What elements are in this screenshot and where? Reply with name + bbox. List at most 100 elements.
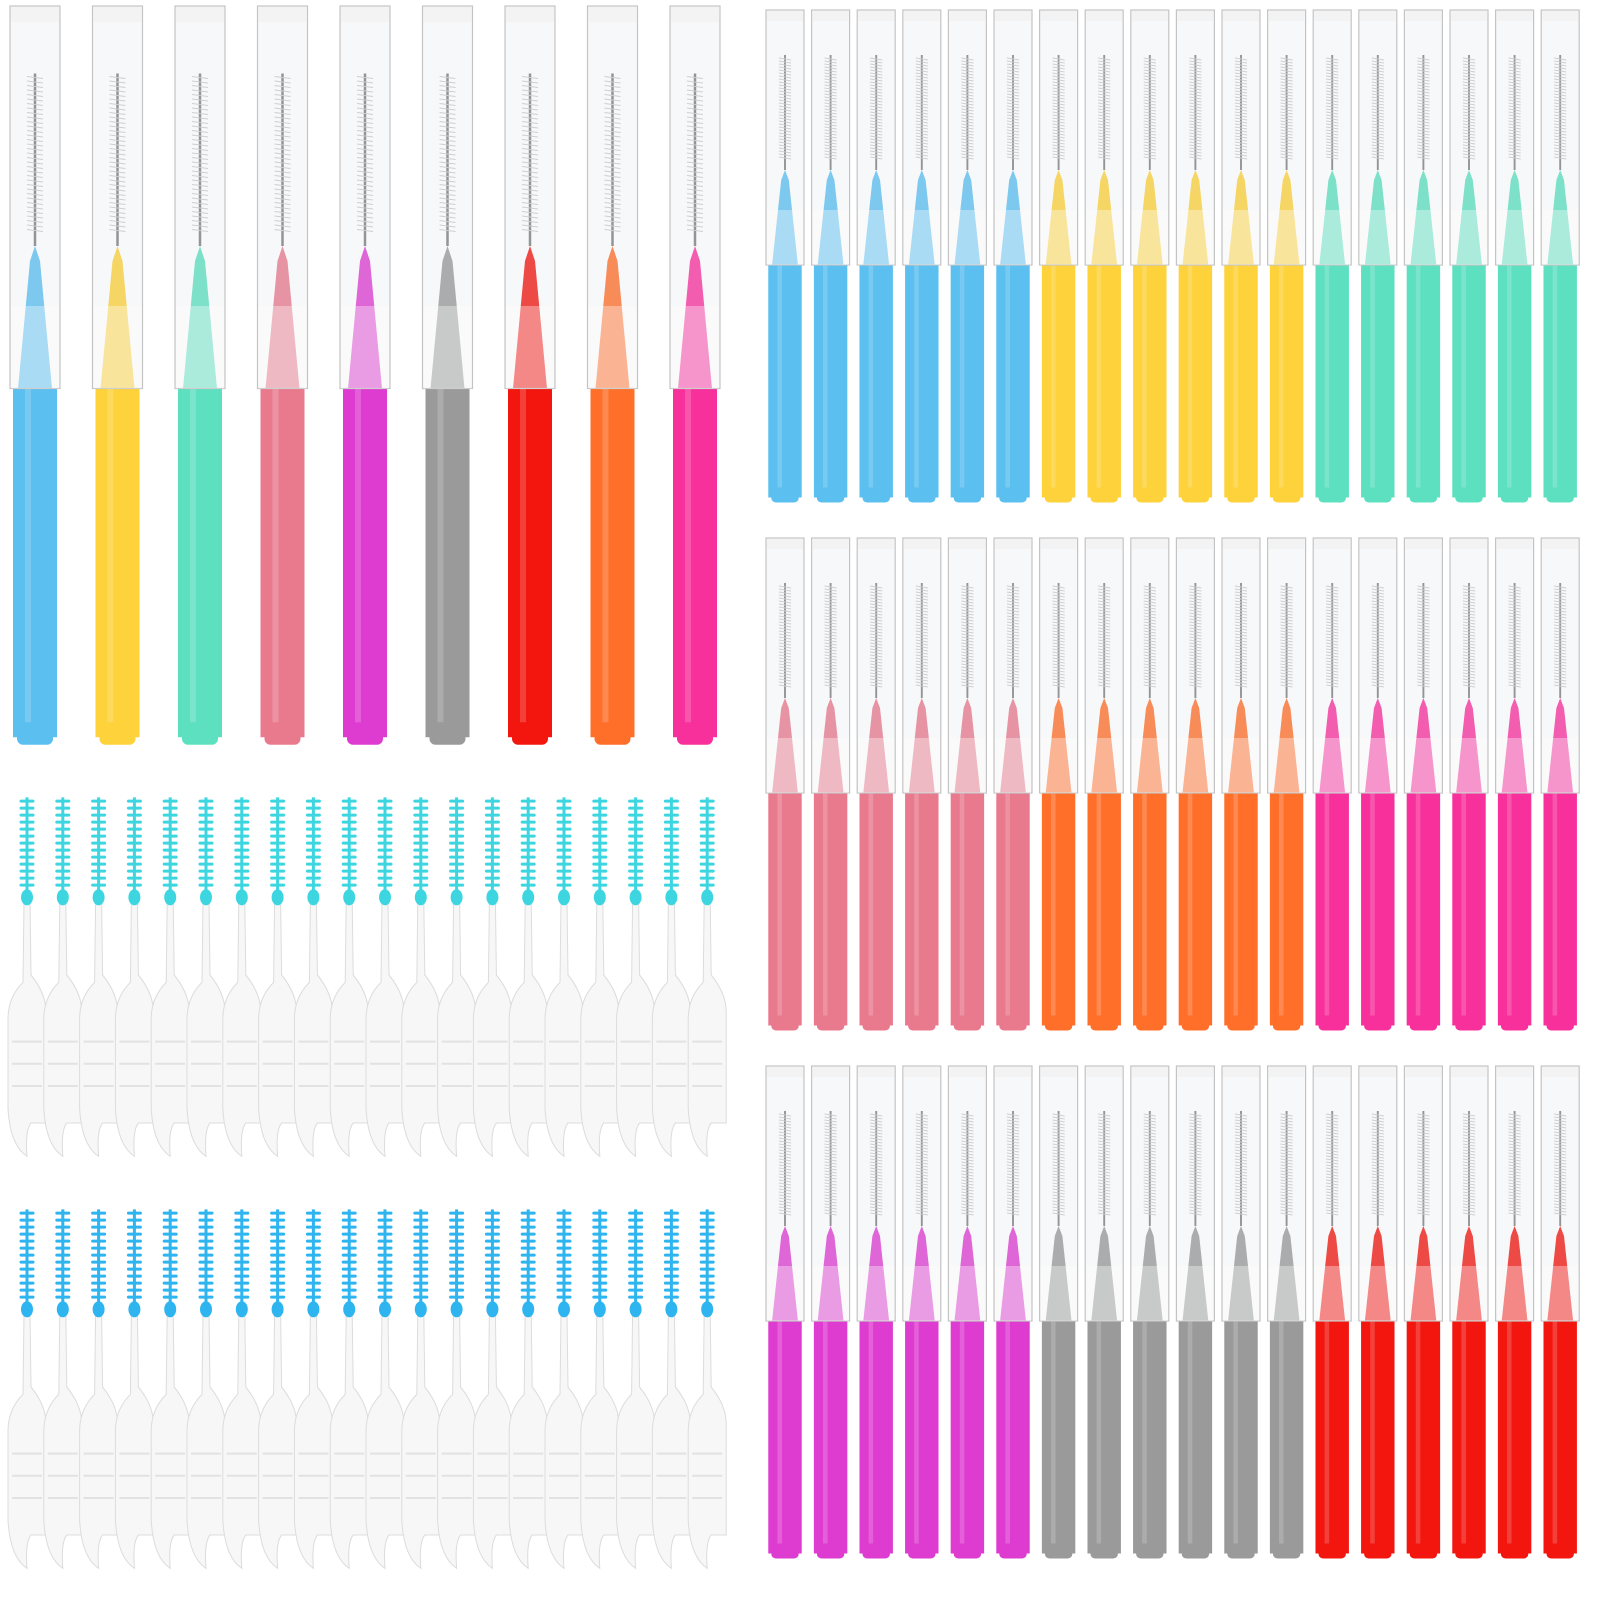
bristle xyxy=(1006,1182,1020,1186)
bristle xyxy=(961,624,974,628)
bristle xyxy=(1098,96,1111,100)
bristle xyxy=(1326,1188,1339,1192)
bristle xyxy=(1508,1194,1521,1198)
bristle xyxy=(1189,1122,1202,1126)
bristle xyxy=(1371,630,1384,634)
pick-brush xyxy=(365,1209,405,1570)
brush xyxy=(1221,537,1261,1031)
bristle xyxy=(1417,627,1430,631)
bristle xyxy=(1462,132,1476,136)
bristle xyxy=(1006,1155,1020,1159)
cap-frost xyxy=(1086,210,1123,265)
bristle xyxy=(1098,123,1111,127)
bristle xyxy=(778,123,792,127)
bristle xyxy=(1417,588,1430,592)
bristle xyxy=(1326,102,1339,106)
bristle xyxy=(686,80,704,84)
bristle xyxy=(870,1203,883,1207)
bristle xyxy=(778,588,792,592)
bristle xyxy=(1189,75,1202,79)
bristle xyxy=(1417,1179,1430,1183)
bristle xyxy=(521,112,539,115)
bristle xyxy=(1462,675,1476,679)
bristle xyxy=(961,648,974,652)
cap-frost xyxy=(1314,210,1351,265)
bristle xyxy=(1098,1131,1111,1135)
brush-cap xyxy=(902,9,942,266)
bristle xyxy=(1052,657,1065,661)
brush-handle xyxy=(1406,1321,1441,1554)
bristle xyxy=(1280,1146,1293,1150)
bristle xyxy=(778,1170,792,1174)
bristle xyxy=(1189,117,1202,121)
pick-ball xyxy=(235,1301,248,1318)
bristle xyxy=(1098,117,1111,121)
pick-ball xyxy=(271,1301,284,1318)
pick-brush xyxy=(687,797,727,1158)
pick-ball xyxy=(486,889,499,906)
bristle xyxy=(1554,141,1567,145)
brush xyxy=(1266,9,1307,503)
bristle xyxy=(1189,78,1202,82)
bristle xyxy=(870,603,883,607)
bristle xyxy=(1508,1143,1521,1147)
pick-ball xyxy=(200,1301,212,1318)
bristle xyxy=(1052,96,1065,100)
pick-ball xyxy=(271,889,284,906)
bristle xyxy=(1417,72,1430,76)
brush-foot xyxy=(1455,1543,1483,1559)
brush xyxy=(856,1065,896,1559)
bristle xyxy=(1508,114,1521,118)
brush-handle xyxy=(1406,265,1441,498)
bristle xyxy=(1234,1155,1248,1159)
bristle xyxy=(915,672,928,676)
pick-brush xyxy=(150,797,190,1158)
bristle xyxy=(824,153,837,157)
brush-cap xyxy=(669,5,721,390)
bristle xyxy=(1417,618,1430,622)
bristle xyxy=(191,112,209,115)
brush-handle xyxy=(1178,265,1213,498)
bristle xyxy=(1006,654,1020,658)
bristle xyxy=(961,1134,974,1138)
bristle xyxy=(1143,129,1156,133)
bristle xyxy=(1052,633,1065,637)
bristle xyxy=(686,103,704,106)
bristle xyxy=(1280,1206,1293,1210)
brush-tip xyxy=(954,170,981,265)
bristle xyxy=(1189,612,1202,616)
bristle xyxy=(824,147,837,151)
bristle xyxy=(1234,639,1248,643)
bristle xyxy=(1417,69,1430,73)
bristle xyxy=(1508,126,1521,130)
bristle xyxy=(961,1149,974,1153)
bristle xyxy=(778,1194,792,1198)
bristle xyxy=(1098,612,1111,616)
bristle xyxy=(356,188,374,192)
bristle xyxy=(1462,615,1476,619)
bristle xyxy=(1052,609,1065,613)
cap-top xyxy=(1359,11,1396,21)
pick-handle xyxy=(508,1312,548,1570)
bristle xyxy=(824,78,837,82)
bristle xyxy=(1006,1191,1020,1195)
bristle xyxy=(109,76,126,79)
bristle xyxy=(778,633,792,637)
bristle xyxy=(604,229,621,232)
bristle xyxy=(1143,1149,1156,1153)
bristle xyxy=(1098,1197,1111,1201)
bristle xyxy=(1098,1167,1111,1171)
brush xyxy=(1449,1065,1489,1559)
bristle xyxy=(1554,621,1567,625)
bristle xyxy=(1189,630,1202,634)
bristle xyxy=(1052,1116,1065,1120)
bristle xyxy=(778,69,792,73)
bristle xyxy=(1326,615,1339,619)
bristle xyxy=(1326,624,1339,628)
bristle xyxy=(1462,1209,1476,1213)
brush-tip xyxy=(1000,170,1026,265)
bristle xyxy=(274,98,291,102)
bristle xyxy=(1006,117,1020,121)
bristle xyxy=(961,1194,974,1198)
handle-edge xyxy=(1096,1321,1102,1554)
